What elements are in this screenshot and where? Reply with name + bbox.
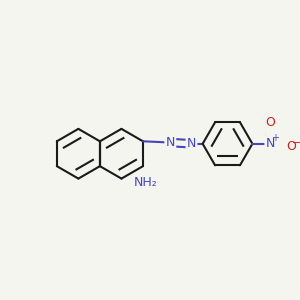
- Text: O: O: [286, 140, 296, 153]
- Text: +: +: [271, 133, 279, 143]
- Text: N: N: [187, 137, 196, 150]
- Text: N: N: [166, 136, 175, 149]
- Text: O: O: [266, 116, 275, 129]
- Text: −: −: [292, 137, 300, 148]
- Text: NH₂: NH₂: [134, 176, 157, 189]
- Text: N: N: [266, 137, 275, 150]
